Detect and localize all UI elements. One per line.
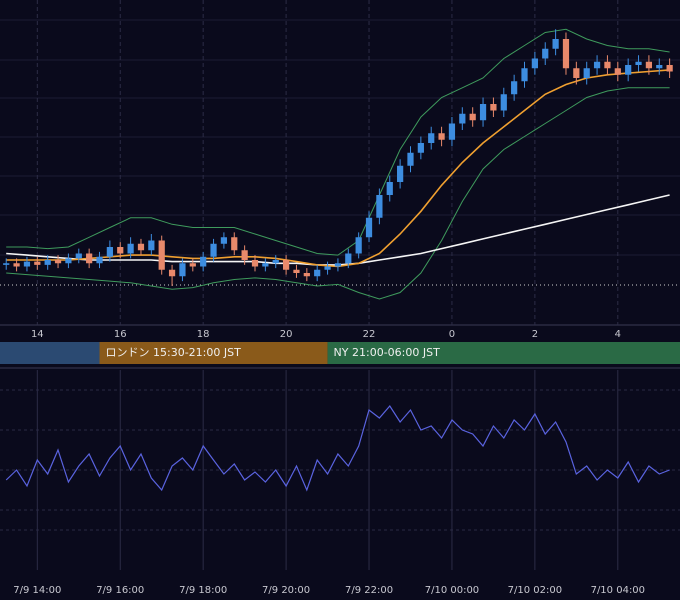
candle-body — [490, 104, 497, 111]
candle-body — [521, 68, 528, 82]
candle-body — [303, 273, 310, 277]
candle-body — [262, 263, 269, 267]
candle-body — [645, 61, 653, 69]
x-tick-label: 7/9 18:00 — [179, 585, 227, 596]
candle-body — [562, 39, 570, 69]
candle-body — [54, 260, 62, 264]
candle-body — [314, 269, 321, 277]
x-tick-label: 7/9 16:00 — [96, 585, 144, 596]
candle-body — [65, 258, 72, 264]
x-tick-label: 7/9 14:00 — [13, 585, 61, 596]
candle-body — [417, 143, 424, 153]
candle-body — [148, 240, 155, 251]
candle-body — [210, 243, 217, 257]
candle-body — [407, 152, 414, 166]
candle-body — [448, 123, 456, 140]
candle-body — [231, 237, 238, 251]
x-tick-label: 14 — [31, 329, 44, 340]
candle-body — [241, 250, 248, 260]
candle-body — [500, 94, 507, 111]
candle-body — [86, 253, 93, 264]
candle-body — [666, 65, 673, 72]
x-tick-label: 7/10 02:00 — [508, 585, 562, 596]
candle-body — [386, 182, 393, 195]
candle-body — [23, 261, 31, 267]
candle-body — [272, 260, 279, 264]
x-tick-label: 7/10 04:00 — [591, 585, 645, 596]
candle-body — [376, 195, 383, 218]
overlay-line — [6, 28, 670, 256]
session-band — [0, 342, 100, 364]
candle-body — [282, 260, 290, 270]
session-label: NY 21:00-06:00 JST — [334, 346, 441, 359]
candle-body — [220, 237, 228, 244]
x-tick-label: 0 — [449, 329, 455, 340]
candle-body — [13, 263, 20, 267]
candle-body — [158, 240, 165, 270]
candle-body — [355, 237, 362, 254]
x-tick-label: 7/9 22:00 — [345, 585, 393, 596]
candle-body — [117, 247, 124, 254]
x-tick-label: 22 — [363, 329, 376, 340]
candle-body — [593, 61, 601, 69]
candle-body — [428, 133, 435, 143]
candle-body — [44, 260, 51, 265]
candle-body — [625, 65, 632, 75]
candle-body — [127, 243, 134, 254]
x-tick-label: 7/10 00:00 — [425, 585, 479, 596]
candle-body — [583, 68, 590, 78]
candle-body — [34, 261, 41, 265]
x-tick-label: 7/9 20:00 — [262, 585, 310, 596]
candle-body — [397, 165, 404, 182]
candle-body — [106, 247, 113, 257]
candle-body — [3, 263, 10, 265]
session-band — [327, 342, 680, 364]
candle-body — [479, 104, 487, 121]
x-tick-label: 2 — [532, 329, 538, 340]
session-label: ロンドン 15:30-21:00 JST — [106, 346, 242, 359]
candle-body — [189, 263, 196, 267]
x-tick-label: 18 — [197, 329, 210, 340]
candle-body — [656, 65, 663, 69]
candle-body — [511, 81, 518, 95]
candle-body — [137, 243, 145, 251]
candle-body — [604, 61, 611, 69]
candle-body — [552, 39, 559, 49]
candle-body — [469, 113, 476, 121]
candle-body — [365, 217, 373, 238]
candle-body — [293, 269, 300, 273]
session-band — [99, 342, 328, 364]
candle-body — [179, 263, 186, 277]
candle-body — [345, 253, 352, 264]
candle-body — [96, 256, 103, 264]
h-grid — [0, 19, 680, 256]
candle-body — [459, 113, 466, 124]
x-tick-label: 4 — [615, 329, 621, 340]
oscillator-line — [5, 405, 670, 492]
overlay-line — [6, 87, 670, 300]
candle-body — [635, 61, 642, 65]
candle-body — [531, 58, 538, 69]
candle-body — [75, 253, 82, 259]
h-grid-lower — [0, 389, 680, 531]
candle-body — [573, 68, 580, 78]
candle-body — [542, 48, 549, 59]
candle-body — [200, 256, 207, 267]
candle-body — [334, 263, 342, 267]
candle-body — [168, 269, 176, 277]
candle-body — [251, 260, 259, 267]
candle-body — [324, 266, 331, 270]
candle-body — [438, 133, 445, 140]
x-tick-label: 20 — [280, 329, 293, 340]
candle-body — [614, 68, 621, 75]
x-tick-label: 16 — [114, 329, 127, 340]
